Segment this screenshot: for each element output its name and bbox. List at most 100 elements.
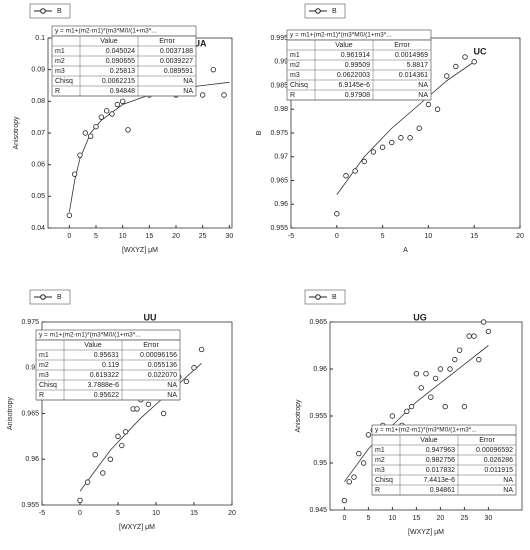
data-point — [398, 135, 404, 141]
data-point — [66, 212, 73, 219]
table-cell: 0.94848 — [110, 88, 135, 95]
table-cell: 0.00096592 — [476, 447, 513, 454]
y-tick-label: 0.96 — [274, 201, 288, 208]
data-point — [93, 123, 99, 130]
table-cell: 0.022070 — [148, 372, 177, 379]
y-tick-label: 0.97 — [274, 154, 288, 161]
x-tick-label: 5 — [366, 515, 370, 522]
data-point — [199, 92, 206, 98]
table-cell: m1 — [55, 48, 65, 55]
table-cell: 0.619322 — [90, 372, 119, 379]
table-cell: 7.4413e-6 — [423, 477, 455, 484]
y-axis-label: Anisotropy — [295, 399, 302, 433]
x-tick-label: -5 — [288, 233, 294, 240]
table-cell: 0.0037188 — [160, 48, 193, 55]
x-axis-label: A — [403, 247, 408, 254]
table-cell: R — [39, 392, 44, 399]
data-point — [346, 479, 352, 485]
table-cell: m1 — [39, 352, 49, 359]
legend-label: B — [57, 8, 62, 15]
x-tick-label: 15 — [145, 233, 153, 240]
data-point — [221, 92, 227, 98]
table-column-header: Value — [335, 42, 352, 49]
data-point — [334, 211, 340, 217]
y-axis-label: B — [256, 130, 263, 135]
table-cell: Chisq — [375, 477, 393, 484]
data-point — [134, 406, 140, 412]
data-point — [480, 319, 487, 325]
data-point — [442, 403, 448, 410]
data-point — [453, 63, 459, 70]
data-point — [114, 101, 121, 108]
fit-line — [336, 61, 475, 195]
table-cell: NA — [418, 82, 428, 89]
table-cell: 0.0014969 — [395, 52, 428, 59]
data-point — [119, 442, 125, 449]
table-cell: 0.95631 — [94, 352, 119, 359]
data-point — [84, 479, 91, 485]
data-point — [423, 371, 429, 377]
x-tick-label: 0 — [78, 510, 82, 517]
data-point — [461, 403, 468, 410]
data-point — [343, 173, 349, 179]
y-tick-label: 0.975 — [270, 130, 288, 137]
y-tick-label: 0.04 — [31, 225, 45, 232]
table-cell: 0.0062215 — [102, 78, 135, 85]
data-point — [447, 366, 453, 372]
table-cell: 0.011915 — [484, 467, 513, 474]
y-tick-label: 0.06 — [31, 162, 45, 169]
table-cell: m3 — [375, 467, 385, 474]
data-point — [404, 408, 410, 414]
data-point — [379, 144, 386, 150]
table-cell: 0.25813 — [110, 68, 135, 75]
x-tick-label: 20 — [228, 510, 236, 517]
table-cell: NA — [503, 477, 513, 484]
y-tick-label: 0.965 — [270, 177, 288, 184]
table-cell: 0.982756 — [426, 457, 455, 464]
x-tick-label: 30 — [225, 233, 233, 240]
table-cell: 0.94861 — [430, 487, 455, 494]
y-tick-label: 0.955 — [309, 413, 327, 420]
data-point — [71, 171, 78, 177]
data-point — [476, 356, 482, 363]
y-tick-label: 0.05 — [31, 193, 45, 200]
data-point — [87, 133, 94, 139]
x-tick-label: 10 — [119, 233, 127, 240]
data-point — [407, 135, 413, 141]
data-point — [434, 106, 441, 112]
data-point — [191, 365, 197, 371]
table-column-header: Value — [100, 38, 117, 45]
table-cell: 0.0622003 — [337, 72, 370, 79]
legend-marker — [315, 294, 321, 300]
data-point — [210, 66, 217, 73]
table-cell: R — [290, 92, 295, 99]
y-tick-label: 0.96 — [25, 456, 39, 463]
table-cell: 0.947963 — [426, 447, 455, 454]
data-point — [341, 497, 348, 504]
x-tick-label: 25 — [199, 233, 207, 240]
table-column-header: Value — [420, 437, 437, 444]
y-tick-label: 0.95 — [313, 460, 327, 467]
data-point — [428, 394, 434, 400]
y-axis-label: Anisotropy — [13, 116, 20, 150]
data-point — [389, 139, 395, 146]
data-point — [471, 59, 477, 65]
table-cell: Chisq — [290, 82, 308, 89]
table-cell: 0.0039227 — [160, 58, 193, 65]
table-cell: 0.119 — [102, 362, 119, 369]
table-cell: 0.017832 — [426, 467, 455, 474]
data-point — [365, 432, 372, 438]
legend-label: B — [332, 294, 337, 301]
table-cell: NA — [183, 88, 193, 95]
y-tick-label: 0.1 — [35, 35, 45, 42]
table-cell: 5.8817 — [407, 62, 429, 69]
y-tick-label: 0.985 — [270, 82, 288, 89]
data-point — [115, 433, 121, 440]
data-point — [122, 429, 129, 435]
data-point — [456, 347, 463, 353]
y-tick-label: 0.965 — [309, 319, 327, 326]
table-cell: m2 — [55, 58, 65, 65]
legend-label: B — [57, 294, 62, 301]
table-cell: 0.99509 — [345, 62, 370, 69]
legend-marker — [40, 294, 46, 300]
